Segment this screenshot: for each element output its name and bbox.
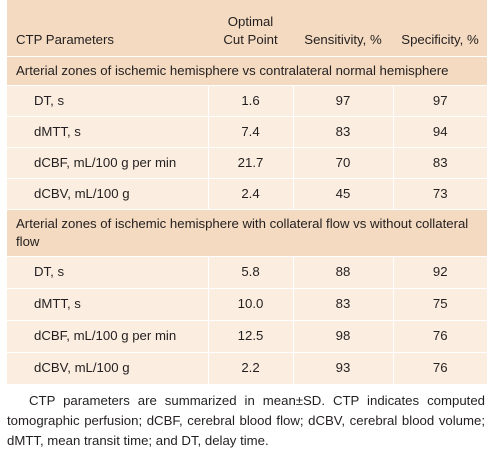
header-cutpoint-line2: Cut Point — [223, 31, 278, 47]
cell-sensitivity: 88 — [292, 255, 393, 288]
table-row: dMTT, s 10.0 83 75 — [7, 287, 487, 320]
cell-cutpoint: 2.2 — [207, 351, 293, 384]
cell-sensitivity: 83 — [292, 287, 393, 320]
cell-specificity: 92 — [392, 255, 487, 288]
header-ctp-parameters: CTP Parameters — [16, 31, 114, 47]
cell-parameter: DT, s — [7, 255, 208, 288]
table-row: dCBV, mL/100 g 2.4 45 73 — [7, 177, 487, 209]
cell-specificity: 76 — [392, 351, 487, 384]
ctp-results-table: CTP Parameters Optimal Cut Point Sensiti… — [7, 0, 487, 384]
cell-cutpoint: 1.6 — [207, 84, 293, 116]
cell-cutpoint: 2.4 — [207, 177, 293, 209]
cell-sensitivity: 97 — [292, 84, 393, 116]
cell-specificity: 75 — [392, 287, 487, 320]
cell-sensitivity: 93 — [292, 351, 393, 384]
table-row: dCBF, mL/100 g per min 12.5 98 76 — [7, 319, 487, 352]
header-optimal-cut-point: Optimal Cut Point — [208, 0, 293, 56]
cell-parameter: dMTT, s — [7, 287, 208, 320]
cell-parameter: DT, s — [7, 84, 208, 116]
cell-specificity: 83 — [392, 146, 487, 178]
cell-parameter: dCBF, mL/100 g per min — [7, 319, 208, 352]
section-title: Arterial zones of ischemic hemisphere vs… — [7, 55, 487, 85]
cell-sensitivity: 45 — [292, 177, 393, 209]
table-footnote: CTP parameters are summarized in mean±SD… — [7, 393, 485, 449]
cell-cutpoint: 5.8 — [207, 255, 293, 288]
cell-sensitivity: 70 — [292, 146, 393, 178]
cell-cutpoint: 10.0 — [207, 287, 293, 320]
cell-sensitivity: 83 — [292, 115, 393, 147]
table-row: DT, s 5.8 88 92 — [7, 255, 487, 288]
cell-specificity: 94 — [392, 115, 487, 147]
cell-sensitivity: 98 — [292, 319, 393, 352]
cell-specificity: 76 — [392, 319, 487, 352]
header-sensitivity: Sensitivity, % — [304, 31, 382, 47]
cell-parameter: dCBV, mL/100 g — [7, 177, 208, 209]
results-table-container: CTP Parameters Optimal Cut Point Sensiti… — [7, 0, 487, 384]
cell-parameter: dCBV, mL/100 g — [7, 351, 208, 384]
header-specificity: Specificity, % — [401, 31, 479, 47]
table-row: dCBV, mL/100 g 2.2 93 76 — [7, 351, 487, 384]
cell-specificity: 97 — [392, 84, 487, 116]
section-header-row: Arterial zones of ischemic hemisphere vs… — [7, 55, 487, 85]
cell-parameter: dCBF, mL/100 g per min — [7, 146, 208, 178]
table-row: dMTT, s 7.4 83 94 — [7, 115, 487, 147]
cell-specificity: 73 — [392, 177, 487, 209]
section-header-row: Arterial zones of ischemic hemisphere wi… — [7, 208, 487, 256]
table-row: DT, s 1.6 97 97 — [7, 84, 487, 116]
cell-parameter: dMTT, s — [7, 115, 208, 147]
cell-cutpoint: 7.4 — [207, 115, 293, 147]
header-cutpoint-line1: Optimal — [227, 13, 274, 29]
table-header-row: CTP Parameters Optimal Cut Point Sensiti… — [7, 0, 487, 56]
cell-cutpoint: 12.5 — [207, 319, 293, 352]
cell-cutpoint: 21.7 — [207, 146, 293, 178]
table-row: dCBF, mL/100 g per min 21.7 70 83 — [7, 146, 487, 178]
section-title: Arterial zones of ischemic hemisphere wi… — [7, 208, 487, 256]
